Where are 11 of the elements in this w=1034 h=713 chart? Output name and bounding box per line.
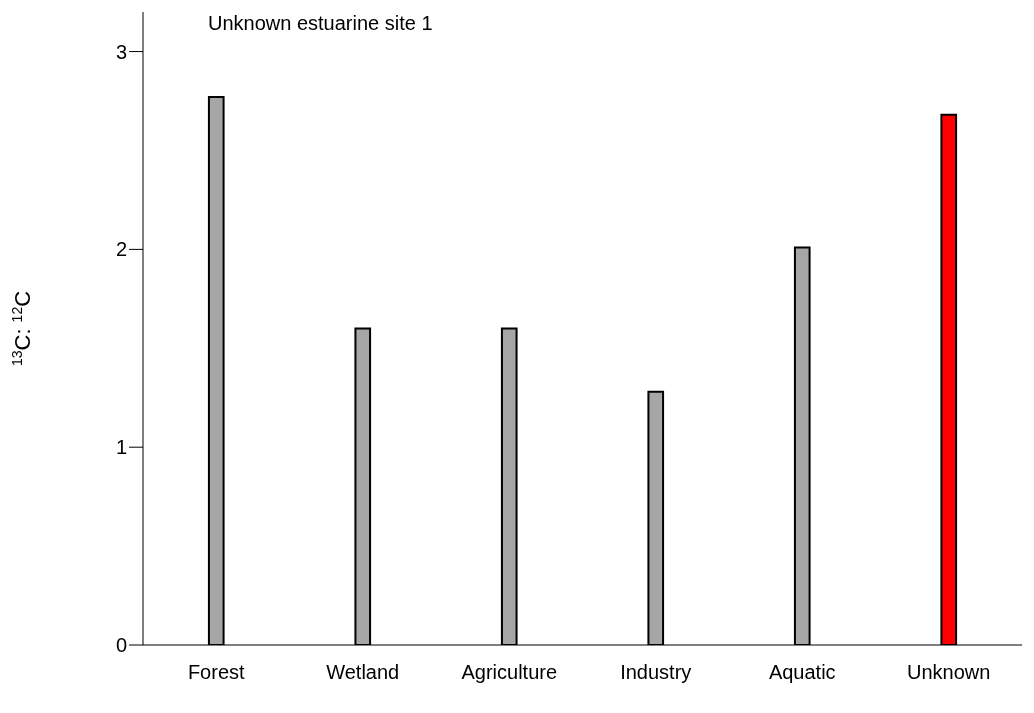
x-tick-label: Wetland: [326, 661, 400, 684]
y-tick-label: 2: [115, 238, 127, 261]
x-tick-label: Forest: [187, 661, 246, 684]
y-tick-label: 3: [115, 40, 127, 63]
chart-title: Unknown estuarine site 1: [208, 12, 433, 35]
x-tick-label: Unknown: [907, 661, 991, 684]
y-tick-label: 1: [115, 436, 127, 459]
y-tick-label: 0: [115, 634, 127, 657]
x-tick-label: Industry: [620, 661, 692, 684]
x-tick-label: Aquatic: [768, 661, 836, 684]
x-tick-label: Agriculture: [461, 661, 558, 684]
